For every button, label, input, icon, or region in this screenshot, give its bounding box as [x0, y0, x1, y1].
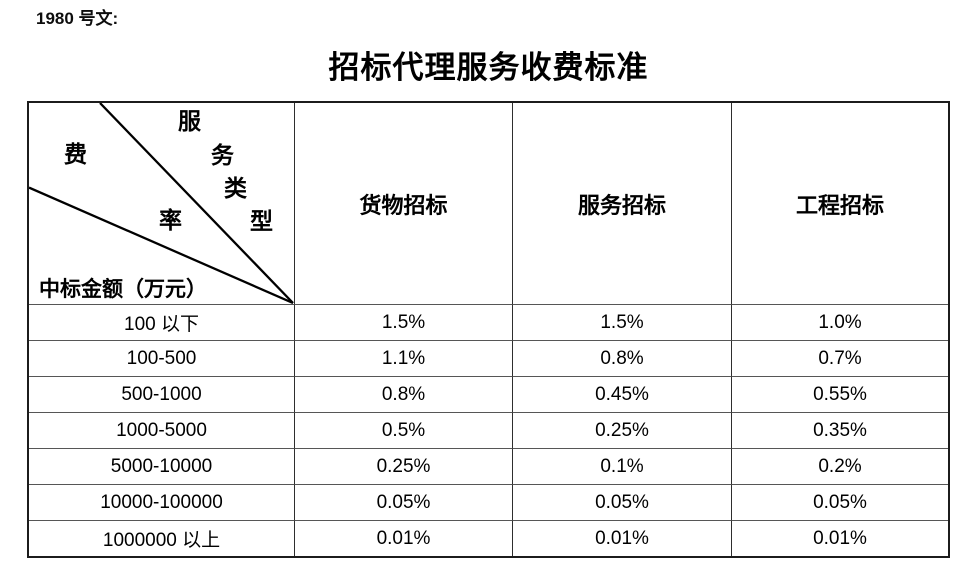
row-label-cell: 500-1000	[29, 377, 295, 413]
row-label-cell: 100 以下	[29, 305, 295, 341]
row-label-cell: 10000-100000	[29, 485, 295, 521]
rate-cell: 0.5%	[295, 413, 513, 449]
rate-cell: 0.01%	[813, 527, 867, 549]
column-header-goods: 货物招标	[295, 103, 513, 305]
table-row: 100-500 1.1% 0.8% 0.7%	[29, 341, 948, 377]
column-header-services-label: 服务招标	[577, 192, 666, 219]
table-row: 500-1000 0.8% 0.45% 0.55%	[29, 377, 948, 413]
rate-cell: 1.5%	[295, 305, 513, 341]
corner-char-rate-1: 费	[64, 141, 87, 168]
page-title: 招标代理服务收费标准	[328, 50, 649, 86]
corner-char-service-4: 型	[250, 208, 273, 235]
column-header-goods-label: 货物招标	[359, 192, 448, 219]
rate-cell: 0.01%	[513, 521, 732, 556]
rate-cell: 0.25%	[295, 449, 513, 485]
table-corner-cell: 服 务 类 型 费 率 中标金额（万元）	[29, 103, 295, 305]
rate-cell: 0.45%	[513, 377, 732, 413]
corner-char-service-2: 务	[211, 142, 234, 169]
corner-char-rate-2: 率	[159, 207, 182, 234]
rate-cell: 0.05%	[295, 485, 513, 521]
rate-cell: 1.5%	[513, 305, 732, 341]
row-label-cell: 100-500	[29, 341, 295, 377]
table-row: 5000-10000 0.25% 0.1% 0.2%	[29, 449, 948, 485]
table-row: 1000000 以上 0.01% 0.01% 0.01%	[29, 521, 948, 556]
rate-cell: 0.1%	[513, 449, 732, 485]
rate-cell: 0.25%	[513, 413, 732, 449]
corner-char-service-1: 服	[178, 108, 201, 135]
doc-number-label: 1980 号文:	[36, 9, 119, 28]
corner-amount-axis-label: 中标金额（万元）	[39, 275, 207, 301]
column-header-works-label: 工程招标	[795, 192, 884, 219]
rate-cell: 0.55%	[732, 377, 948, 413]
rate-cell: 0.35%	[732, 413, 948, 449]
rate-cell: 0.05%	[732, 485, 948, 521]
rate-cell: 0.7%	[732, 341, 948, 377]
row-label-cell: 5000-10000	[29, 449, 295, 485]
table-row: 100 以下 1.5% 1.5% 1.0%	[29, 305, 948, 341]
rate-cell: 1.1%	[295, 341, 513, 377]
column-header-works: 工程招标	[732, 103, 948, 305]
diagonal-lines	[29, 103, 294, 304]
row-label-cell: 1000000 以上	[29, 521, 295, 556]
row-label-cell: 1000-5000	[29, 413, 295, 449]
rate-cell: 1.0%	[732, 305, 948, 341]
table-row: 1000-5000 0.5% 0.25% 0.35%	[29, 413, 948, 449]
rate-cell: 0.8%	[513, 341, 732, 377]
rate-cell: 0.8%	[295, 377, 513, 413]
rate-cell: 0.2%	[732, 449, 948, 485]
table-row: 10000-100000 0.05% 0.05% 0.05%	[29, 485, 948, 521]
rate-cell: 0.01%	[295, 521, 513, 556]
column-header-services: 服务招标	[513, 103, 732, 305]
table-header-row: 服 务 类 型 费 率 中标金额（万元） 货物招标 服务招标 工程招标	[29, 103, 948, 305]
corner-char-service-3: 类	[224, 175, 247, 202]
rate-cell: 0.05%	[513, 485, 732, 521]
fee-table: 服 务 类 型 费 率 中标金额（万元） 货物招标 服务招标 工程招标 100 …	[27, 101, 950, 558]
